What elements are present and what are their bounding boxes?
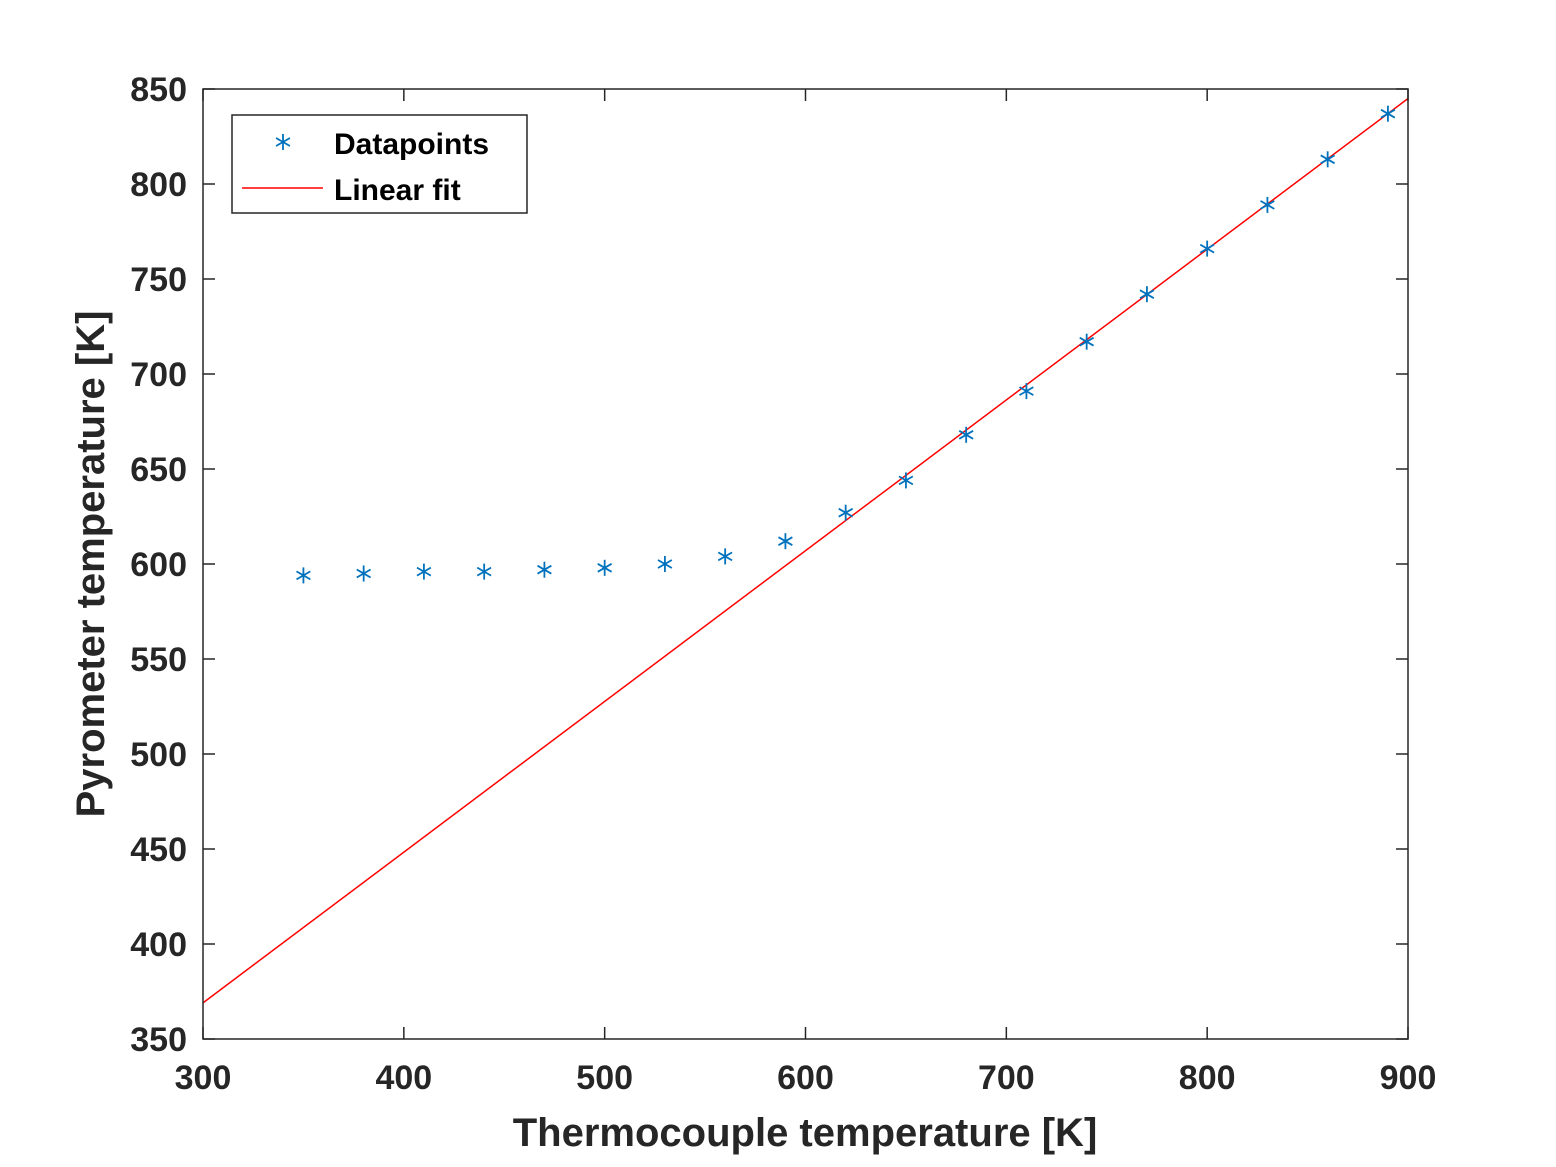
y-tick-label: 600: [130, 546, 187, 584]
datapoint-marker: [296, 567, 311, 584]
y-tick-labels: 350 400 450 500 550 600 650 700 750 800 850: [130, 71, 187, 1059]
datapoint-marker: [958, 426, 974, 443]
x-tick-label: 400: [375, 1059, 432, 1097]
datapoint-marker: [1139, 286, 1155, 303]
y-tick-label: 800: [130, 166, 187, 204]
y-tick-label: 850: [130, 71, 187, 109]
datapoints-layer: [296, 105, 1396, 584]
y-axis-title: Pyrometer temperature [K]: [69, 311, 113, 818]
x-tick-label: 800: [1179, 1059, 1236, 1097]
datapoint-marker: [1019, 383, 1034, 400]
datapoint-marker: [537, 561, 552, 578]
legend-box: [231, 114, 528, 214]
x-tick-label: 900: [1380, 1059, 1437, 1097]
plot-area: [203, 89, 1408, 1039]
datapoint-marker: [1079, 333, 1095, 350]
y-tick-label: 550: [130, 641, 187, 679]
axes-box: [202, 88, 1409, 1040]
datapoint-marker: [1320, 151, 1336, 168]
y-tick-label: 750: [130, 261, 187, 299]
y-tick-label: 450: [130, 831, 187, 869]
datapoint-marker: [898, 472, 914, 489]
datapoint-marker: [657, 556, 673, 572]
y-tick-label: 500: [130, 736, 187, 774]
datapoint-marker: [838, 504, 854, 521]
x-tick-label: 500: [576, 1059, 633, 1097]
legend-datapoints-marker: [275, 134, 291, 150]
datapoint-marker: [275, 134, 291, 150]
y-tick-label: 650: [130, 451, 187, 489]
datapoint-marker: [1199, 240, 1215, 257]
datapoint-marker: [1260, 196, 1275, 213]
x-axis-title: Thermocouple temperature [K]: [513, 1111, 1098, 1155]
x-tick-label: 300: [175, 1059, 232, 1097]
datapoint-marker: [778, 533, 793, 550]
legend-datapoints-label: Datapoints: [334, 128, 489, 161]
datapoint-marker: [356, 565, 372, 582]
datapoint-marker: [1380, 105, 1396, 122]
x-tick-label: 600: [777, 1059, 834, 1097]
x-tick-label: 700: [978, 1059, 1035, 1097]
datapoint-marker: [717, 548, 733, 565]
y-tick-label: 350: [130, 1021, 187, 1059]
datapoint-marker: [597, 559, 613, 576]
datapoint-marker: [476, 563, 492, 580]
x-tick-labels: 300 400 500 600 700 800 900: [175, 1059, 1437, 1097]
legend: Datapoints Linear fit: [231, 114, 528, 214]
y-tick-label: 400: [130, 926, 187, 964]
datapoint-marker: [416, 563, 432, 580]
y-tick-label: 700: [130, 356, 187, 394]
legend-fit-label: Linear fit: [334, 174, 461, 207]
